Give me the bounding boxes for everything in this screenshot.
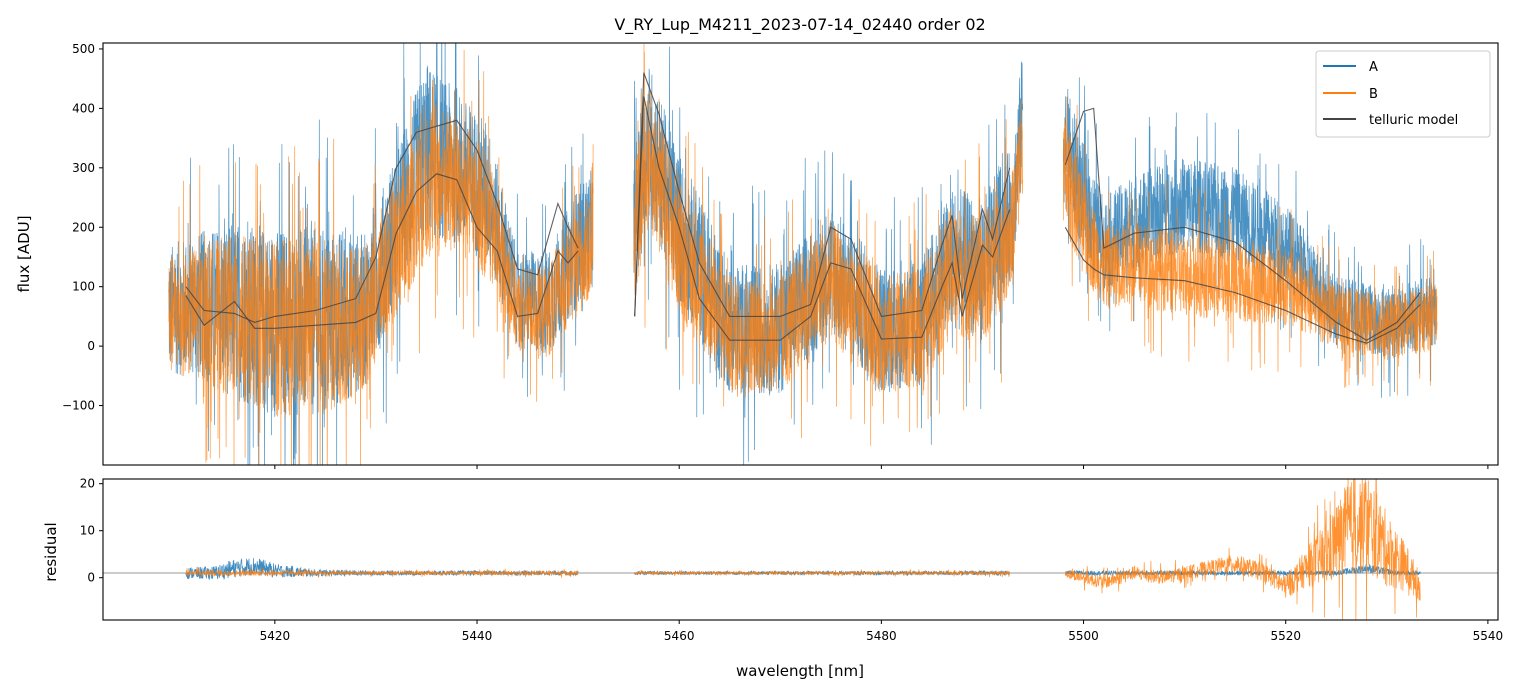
main-axes-frame xyxy=(102,42,1499,466)
telluric-model-line-upper-1 xyxy=(185,119,579,323)
chart-title: V_RY_Lup_M4211_2023-07-14_02440 order 02 xyxy=(614,15,985,35)
telluric-model-line-upper-3 xyxy=(1064,107,1421,341)
legend-label-a: A xyxy=(1369,60,1378,75)
x-tick-label: 5500 xyxy=(1068,629,1099,643)
main-y-tick-label: −100 xyxy=(62,399,95,413)
residual-y-tick-label: 10 xyxy=(80,524,95,538)
residual-y-axis-label: residual xyxy=(42,522,60,581)
main-y-tick-label: 300 xyxy=(72,161,95,175)
main-y-tick-label: 100 xyxy=(72,280,95,294)
telluric-model-line-upper-2 xyxy=(634,72,1011,318)
x-tick-label: 5440 xyxy=(462,629,493,643)
legend-label-b: B xyxy=(1369,87,1378,102)
residual-y-axis: 0 10 20 xyxy=(80,477,103,585)
main-y-tick-label: 400 xyxy=(72,101,95,115)
main-y-axis-label: flux [ADU] xyxy=(15,215,33,292)
residual-y-tick-label: 20 xyxy=(80,477,95,491)
main-y-axis: −100 0 100 200 300 400 500 xyxy=(62,42,103,413)
telluric-model-line-lower-2 xyxy=(634,96,1011,341)
x-axis-label: wavelength [nm] xyxy=(736,662,864,680)
x-tick-label: 5420 xyxy=(260,629,291,643)
x-tick-label: 5520 xyxy=(1270,629,1301,643)
legend: A B telluric model xyxy=(1315,50,1491,138)
legend-box xyxy=(1315,50,1491,138)
residual-plot-area xyxy=(103,479,1498,620)
residual-y-tick-label: 0 xyxy=(87,571,95,585)
legend-label-telluric: telluric model xyxy=(1369,113,1458,128)
main-y-tick-label: 0 xyxy=(87,339,95,353)
main-x-axis xyxy=(274,465,1489,469)
x-tick-label: 5460 xyxy=(664,629,695,643)
telluric-model-line-lower-3 xyxy=(1064,227,1421,344)
x-tick-label: 5540 xyxy=(1473,629,1504,643)
main-y-tick-label: 200 xyxy=(72,220,95,234)
residual-b-line xyxy=(185,479,1421,620)
main-y-tick-label: 500 xyxy=(72,42,95,56)
x-tick-label: 5480 xyxy=(866,629,897,643)
residual-x-axis: 5420 5440 5460 5480 5500 5520 5540 xyxy=(260,620,1504,643)
main-plot-area xyxy=(168,43,1438,465)
residual-axes-frame xyxy=(102,478,1499,621)
telluric-model-line-lower-1 xyxy=(185,173,579,329)
